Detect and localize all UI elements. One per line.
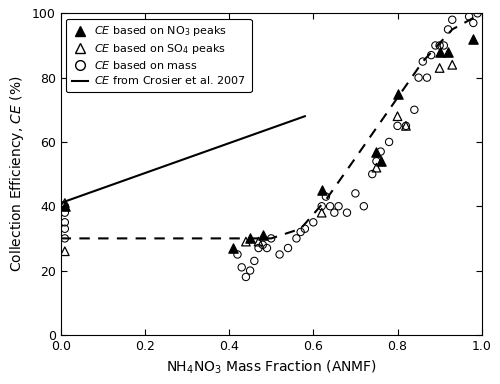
Point [330,210,338,216]
Point [368,171,376,177]
Y-axis label: Collection Efficiency, $\it{CE}$ (%): Collection Efficiency, $\it{CE}$ (%) [8,76,26,272]
Point [436,49,444,55]
Point [410,107,418,113]
Point [394,113,402,119]
Point [318,210,326,216]
Point [440,42,448,48]
Point [61,235,69,242]
Point [456,1,464,7]
Point [394,91,402,97]
Point [470,20,478,26]
Point [318,187,326,193]
Point [230,245,237,251]
Point [254,238,262,245]
Point [301,226,309,232]
Point [61,226,69,232]
Point [448,62,456,68]
Point [436,42,444,48]
Point [372,149,380,155]
Legend: $\it{CE}$ based on NO$_3$ peaks, $\it{CE}$ based on SO$_4$ peaks, $\it{CE}$ base: $\it{CE}$ based on NO$_3$ peaks, $\it{CE… [66,19,252,92]
Point [254,245,262,251]
Point [372,165,380,171]
Point [423,74,431,81]
Point [334,203,342,209]
Point [61,248,69,254]
Point [474,10,482,17]
Point [250,258,258,264]
Point [61,203,69,209]
Point [394,123,402,129]
Point [352,190,360,197]
Point [465,13,473,20]
Point [376,158,384,164]
Point [292,235,300,242]
Point [318,203,326,209]
Point [61,200,69,206]
Point [296,229,304,235]
Point [376,149,384,155]
Point [61,210,69,216]
Point [444,49,452,55]
Point [343,210,351,216]
Point [242,274,250,280]
Point [276,252,283,258]
Point [414,74,422,81]
Point [448,17,456,23]
Point [419,58,427,65]
Point [61,203,69,209]
Point [310,219,318,225]
Point [259,232,267,238]
Point [322,194,330,200]
Point [470,36,478,42]
Point [402,123,410,129]
Point [452,4,460,10]
Point [238,264,246,270]
Point [61,219,69,225]
Point [326,203,334,209]
Point [234,252,241,258]
Point [402,123,410,129]
Point [263,245,271,251]
Point [284,245,292,251]
Point [436,65,444,71]
Point [259,242,267,248]
Point [427,52,435,58]
Point [432,42,440,48]
Point [246,268,254,274]
Point [360,203,368,209]
Point [267,235,275,242]
Point [385,139,393,145]
Point [242,238,250,245]
Point [444,26,452,33]
Point [246,235,254,242]
Point [372,158,380,164]
X-axis label: NH$_4$NO$_3$ Mass Fraction (ANMF): NH$_4$NO$_3$ Mass Fraction (ANMF) [166,358,376,376]
